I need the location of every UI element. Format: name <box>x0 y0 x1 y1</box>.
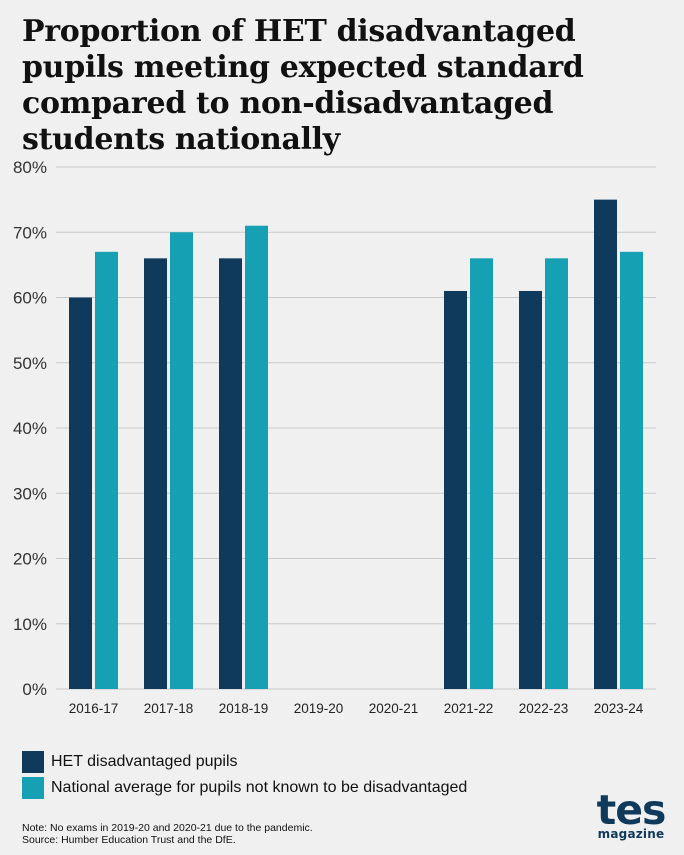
legend-label-het: HET disadvantaged pupils <box>51 753 238 770</box>
legend-swatch-het <box>22 751 44 773</box>
y-tick-label: 60% <box>13 289 47 308</box>
bar-het <box>144 258 167 689</box>
logo-main: tes <box>596 786 667 834</box>
tes-magazine-logo: tes magazine <box>594 786 668 841</box>
y-tick-label: 30% <box>13 484 47 503</box>
y-tick-label: 20% <box>13 550 47 569</box>
x-tick-label: 2021-22 <box>444 701 494 716</box>
bar-national <box>170 232 193 689</box>
footnote-source: Source: Humber Education Trust and the D… <box>22 834 236 846</box>
legend: HET disadvantaged pupils National averag… <box>22 750 467 802</box>
y-tick-label: 80% <box>13 158 47 177</box>
x-tick-label: 2017-18 <box>144 701 194 716</box>
x-tick-label: 2018-19 <box>219 701 269 716</box>
y-tick-label: 40% <box>13 419 47 438</box>
legend-item-national: National average for pupils not known to… <box>22 776 467 800</box>
x-tick-label: 2016-17 <box>69 701 119 716</box>
bar-het <box>594 199 617 689</box>
footnote-note: Note: No exams in 2019-20 and 2020-21 du… <box>22 822 313 834</box>
legend-swatch-national <box>22 777 44 799</box>
footnote: Note: No exams in 2019-20 and 2020-21 du… <box>22 822 313 846</box>
x-tick-label: 2019-20 <box>294 701 344 716</box>
bar-national <box>545 258 568 689</box>
bar-national <box>95 251 118 689</box>
bar-chart: 0% 10% 20% 30% 40% 50% 60% 70% 80% 2016-17 2017-18… <box>13 158 656 716</box>
bar-national <box>620 251 643 689</box>
bar-het <box>219 258 242 689</box>
y-tick-label: 10% <box>13 615 47 634</box>
x-tick-label: 2020-21 <box>369 701 419 716</box>
legend-label-national: National average for pupils not known to… <box>51 779 468 796</box>
y-tick-label: 70% <box>13 223 47 242</box>
logo-sub: magazine <box>597 827 665 841</box>
bar-het <box>69 297 92 689</box>
legend-item-het: HET disadvantaged pupils <box>22 750 467 774</box>
x-tick-label: 2022-23 <box>519 701 569 716</box>
bar-national <box>470 258 493 689</box>
bar-het <box>444 290 467 689</box>
bar-national <box>245 225 268 689</box>
chart-title: Proportion of HET disadvantaged pupils m… <box>22 14 584 157</box>
x-tick-label: 2023-24 <box>594 701 644 716</box>
y-tick-label: 50% <box>13 354 47 373</box>
y-tick-label: 0% <box>22 680 47 699</box>
bar-het <box>519 290 542 689</box>
